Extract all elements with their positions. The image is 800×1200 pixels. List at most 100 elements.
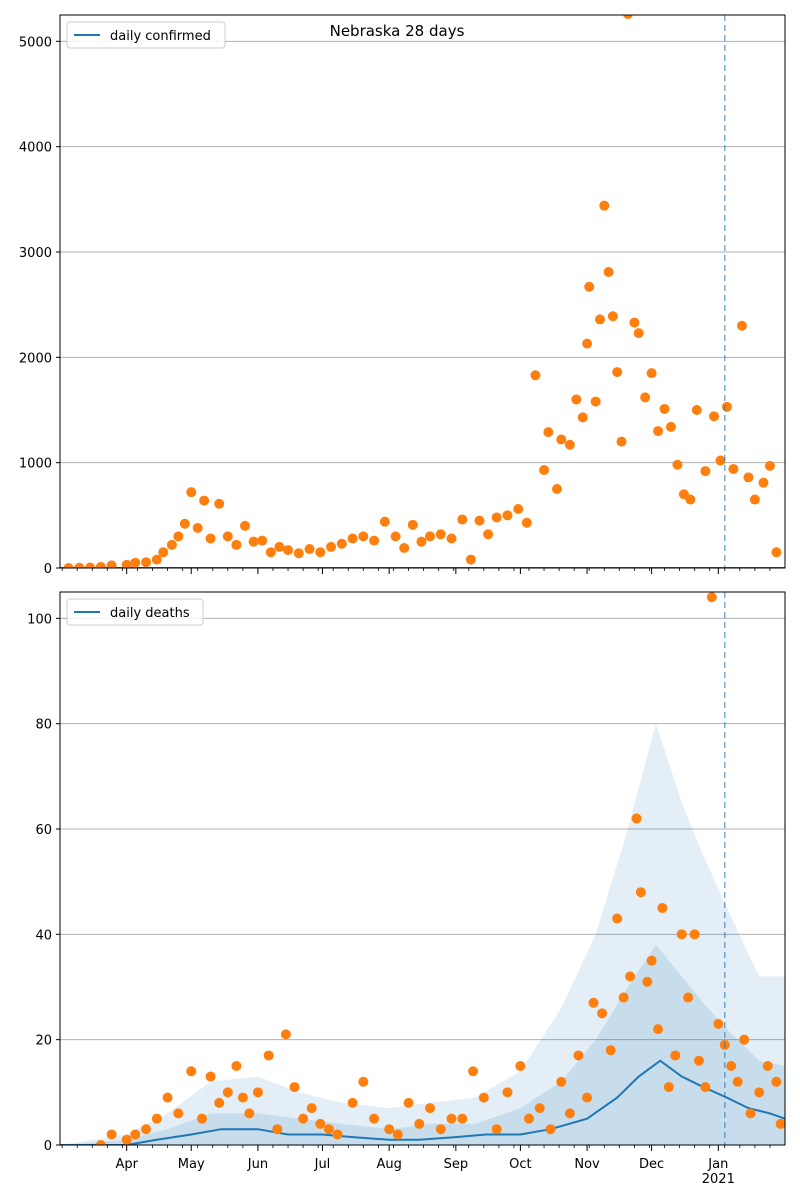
y-tick-label: 60 [35, 823, 52, 838]
uncertainty-band [60, 944, 785, 1145]
data-point [446, 1113, 457, 1124]
data-point [685, 494, 696, 505]
data-point [590, 396, 601, 407]
data-point [435, 529, 446, 540]
chart-title: Nebraska 28 days [330, 22, 465, 40]
data-point [672, 459, 683, 470]
data-point [63, 563, 74, 568]
data-point [474, 515, 485, 526]
data-point [384, 1124, 395, 1135]
data-point [244, 1108, 255, 1119]
data-point [775, 1118, 785, 1129]
data-point [205, 1071, 216, 1082]
y-tick-label: 4000 [19, 141, 52, 156]
data-point [653, 426, 664, 437]
data-point [425, 1103, 436, 1114]
data-point [551, 484, 562, 494]
data-point [633, 328, 644, 339]
data-point [248, 536, 259, 547]
data-point [530, 370, 541, 381]
data-point [446, 533, 457, 544]
data-point [616, 436, 627, 447]
data-point [141, 1124, 152, 1135]
data-point [646, 368, 657, 379]
data-point [293, 548, 304, 559]
data-point [594, 314, 605, 325]
data-point [640, 392, 651, 403]
data-point [706, 592, 717, 603]
data-point [521, 517, 532, 528]
data-point [588, 997, 599, 1008]
data-point [315, 547, 326, 558]
data-point [407, 519, 418, 530]
data-point [502, 510, 513, 521]
data-point [605, 1045, 616, 1056]
data-point [612, 913, 623, 924]
data-point [713, 1018, 724, 1029]
data-point [179, 518, 190, 529]
data-point [85, 562, 96, 568]
confirmed-chart: 0 1000 2000 3000 4000 5000 daily confirmed [19, 14, 786, 577]
data-point [607, 311, 618, 322]
data-point [709, 411, 720, 422]
data-point [700, 466, 711, 477]
data-point [130, 557, 141, 568]
data-point [192, 522, 203, 533]
uncertainty-band [60, 723, 785, 1145]
data-point [659, 403, 670, 414]
data-point [257, 535, 268, 546]
data-point [513, 504, 524, 515]
x-tick-label: Jul [314, 1157, 331, 1172]
data-point [399, 542, 410, 553]
data-point [631, 813, 642, 824]
x-tick-label: May [178, 1157, 205, 1172]
legend-box [66, 598, 204, 626]
data-point [635, 887, 646, 898]
x-tick-label-year: 2021 [702, 1172, 735, 1187]
data-point [231, 539, 242, 550]
data-point [726, 1061, 737, 1071]
data-point [379, 516, 390, 527]
data-point [689, 929, 700, 940]
data-point [515, 1061, 526, 1071]
data-point [315, 1118, 326, 1129]
data-point [465, 554, 476, 565]
x-tick-label: Jan [707, 1157, 728, 1172]
data-point [158, 547, 169, 558]
data-point [237, 1092, 248, 1103]
data-point [289, 1082, 300, 1093]
data-point [653, 1024, 664, 1035]
y-tick-label: 40 [35, 928, 52, 943]
data-point [162, 1092, 173, 1103]
data-point [491, 512, 502, 523]
data-point [715, 455, 726, 466]
data-point [369, 535, 380, 546]
data-point [141, 557, 152, 568]
data-point [95, 561, 106, 568]
data-point [582, 338, 593, 349]
x-tick-label: Jun [247, 1157, 268, 1172]
data-point [222, 1087, 233, 1098]
data-point [612, 367, 623, 378]
data-point [739, 1034, 750, 1045]
data-point [186, 1066, 197, 1077]
data-point [347, 533, 358, 544]
data-point [618, 992, 629, 1003]
data-point [584, 281, 595, 292]
data-point [545, 1124, 556, 1135]
data-point [771, 1076, 782, 1087]
x-tick-label: Aug [376, 1157, 401, 1172]
x-tick-label: Oct [509, 1157, 531, 1172]
x-tick-label: Nov [574, 1157, 600, 1172]
data-point [623, 15, 633, 19]
data-point [347, 1097, 358, 1108]
data-point [151, 1113, 162, 1124]
data-point [762, 1061, 773, 1071]
data-point [414, 1118, 425, 1129]
data-point [483, 529, 494, 540]
data-point [306, 1103, 317, 1114]
data-point [732, 1076, 743, 1087]
data-point [106, 560, 117, 568]
data-point [543, 427, 554, 438]
data-point [74, 562, 85, 568]
